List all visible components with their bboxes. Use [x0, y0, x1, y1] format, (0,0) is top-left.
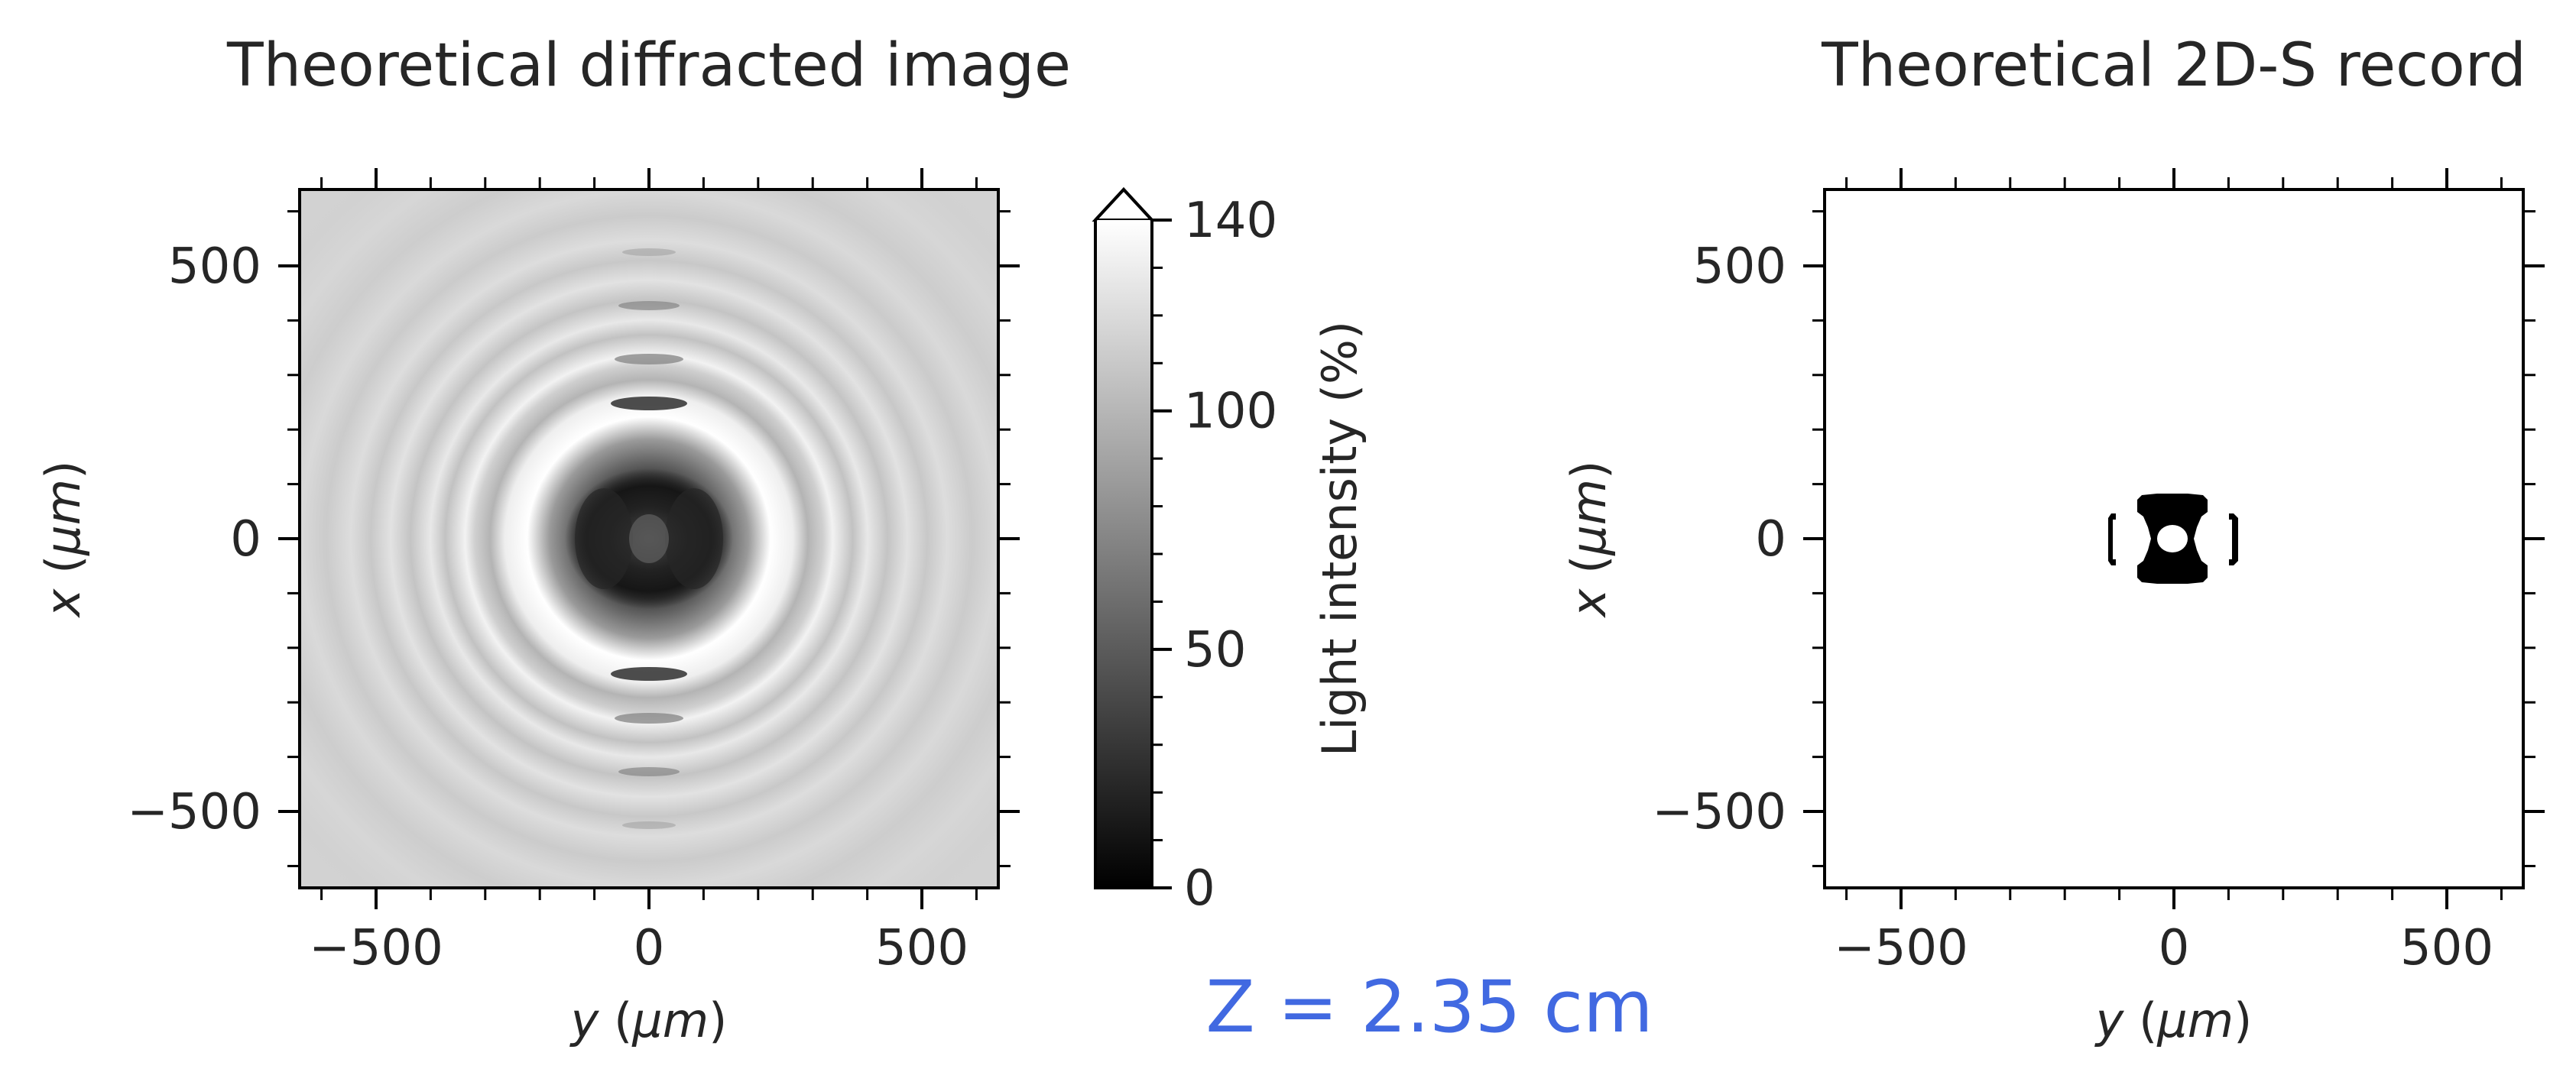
record-bracket-right: [2229, 513, 2238, 565]
diffraction-panel: Theoretical diffracted image −500 0 500−50…: [35, 31, 1071, 1048]
diffraction-band-top-4: [622, 248, 676, 256]
colorbar-gradient: [1095, 220, 1152, 888]
colorbar-tick-label: 50: [1184, 622, 1246, 679]
panel2-y-tick-label: −500: [1652, 784, 1786, 840]
colorbar: 0 50 100 140 Light intensity (%): [1092, 187, 1367, 917]
diffraction-band-bottom-3: [618, 767, 680, 776]
record-hole: [2157, 525, 2188, 552]
panel1-y-tick-label: 500: [168, 238, 261, 295]
record-panel: Theoretical 2D-S record −500 0 500 −500 0 500…: [1561, 31, 2545, 1048]
diffraction-image: [300, 189, 998, 888]
record-bracket-left: [2108, 513, 2116, 565]
colorbar-ticks: 0 50 100 140: [1152, 193, 1277, 917]
diffraction-band-top: [611, 397, 687, 410]
colorbar-tick-label: 140: [1184, 193, 1277, 249]
panel2-ylabel: x (μm): [1561, 461, 1617, 619]
diffraction-core-lobe-right: [665, 488, 723, 589]
panel1-x-tick-label: 0: [634, 920, 665, 976]
diffraction-band-bottom-4: [622, 821, 676, 829]
diffraction-core-lobe-left: [575, 488, 633, 589]
panel2-ticks: −500 0 500 −500 0 500: [1652, 168, 2545, 976]
z-label: Z = 2.35 cm: [1205, 966, 1653, 1049]
panel1-ylabel: x (μm): [35, 461, 91, 619]
panel1-y-tick-label: 0: [230, 511, 261, 568]
colorbar-tick-label: 100: [1184, 384, 1277, 440]
diffraction-band-bottom: [611, 667, 687, 681]
diffraction-core-center: [629, 514, 669, 563]
panel1-x-tick-label: 500: [875, 920, 968, 976]
panel2-y-tick-label: 500: [1693, 238, 1786, 295]
panel1-xlabel: y (μm): [569, 993, 728, 1048]
panel1-y-tick-label: −500: [127, 784, 261, 840]
panel2-x-tick-label: −500: [1834, 920, 1968, 976]
panel2-x-tick-label: 500: [2400, 920, 2493, 976]
diffraction-band-top-3: [618, 301, 680, 310]
panel1-x-tick-label: −500: [309, 920, 443, 976]
panel2-title: Theoretical 2D-S record: [1821, 31, 2526, 100]
diffraction-band-top-2: [615, 354, 683, 364]
colorbar-extend-arrow: [1092, 187, 1156, 222]
record-pixels: [2108, 494, 2238, 584]
panel1-title: Theoretical diffracted image: [226, 31, 1071, 100]
panel2-x-tick-label: 0: [2159, 920, 2190, 976]
colorbar-tick-label: 0: [1184, 860, 1215, 917]
panel2-y-tick-label: 0: [1755, 511, 1786, 568]
colorbar-label: Light intensity (%): [1312, 321, 1367, 756]
panel2-xlabel: y (μm): [2094, 993, 2253, 1048]
diffraction-band-bottom-2: [615, 713, 683, 724]
panel1-ticks: −500 0 500 −500 0 500: [127, 168, 1020, 976]
